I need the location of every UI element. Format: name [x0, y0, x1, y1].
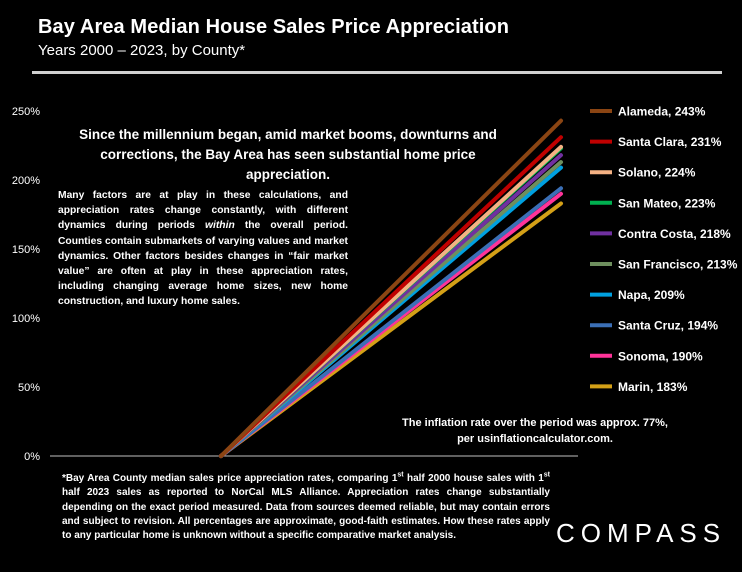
legend-label: Marin, 183%	[618, 380, 688, 394]
callout-factors-text-2: the overall period. Counties contain sub…	[58, 220, 348, 308]
legend-label: San Mateo, 223%	[618, 196, 716, 210]
y-tick-label: 150%	[12, 244, 40, 256]
footnote-text-1: *Bay Area County median sales price appr…	[62, 473, 398, 484]
legend-label: San Francisco, 213%	[618, 258, 738, 272]
y-tick-label: 250%	[12, 106, 40, 118]
footnote-text-3: half 2023 sales as reported to NorCal ML…	[62, 487, 550, 542]
compass-logo: COMPASS	[556, 518, 727, 548]
chart-subtitle: Years 2000 – 2023, by County*	[38, 42, 246, 59]
inflation-note: The inflation rate over the period was a…	[402, 417, 668, 445]
y-tick-label: 50%	[18, 382, 40, 394]
callout-factors-text-1: Many factors are at play in these calcul…	[58, 190, 348, 232]
footnote-sup-2: st	[543, 471, 550, 479]
legend-label: Santa Cruz, 194%	[618, 319, 718, 333]
legend-label: Alameda, 243%	[618, 105, 706, 119]
series-line	[219, 186, 563, 458]
title-divider	[32, 71, 722, 74]
callout-main: Since the millennium began, amid market …	[79, 127, 497, 182]
callout-factors: Many factors are at play in these calcul…	[58, 188, 348, 310]
legend-label: Solano, 224%	[618, 166, 696, 180]
chart-title: Bay Area Median House Sales Price Apprec…	[38, 16, 510, 38]
legend-label: Santa Clara, 231%	[618, 135, 722, 149]
footnote-sup-1: st	[397, 471, 404, 479]
y-tick-label: 0%	[24, 451, 40, 463]
y-tick-label: 100%	[12, 313, 40, 325]
footnote-text-2: half 2000 house sales with 1	[403, 473, 544, 484]
legend-label: Contra Costa, 218%	[618, 227, 731, 241]
callout-factors-italic: within	[205, 220, 235, 232]
footnote: *Bay Area County median sales price appr…	[62, 472, 550, 543]
legend-label: Napa, 209%	[618, 288, 685, 302]
legend-label: Sonoma, 190%	[618, 349, 703, 363]
series-line	[219, 118, 563, 458]
y-tick-label: 200%	[12, 175, 40, 187]
